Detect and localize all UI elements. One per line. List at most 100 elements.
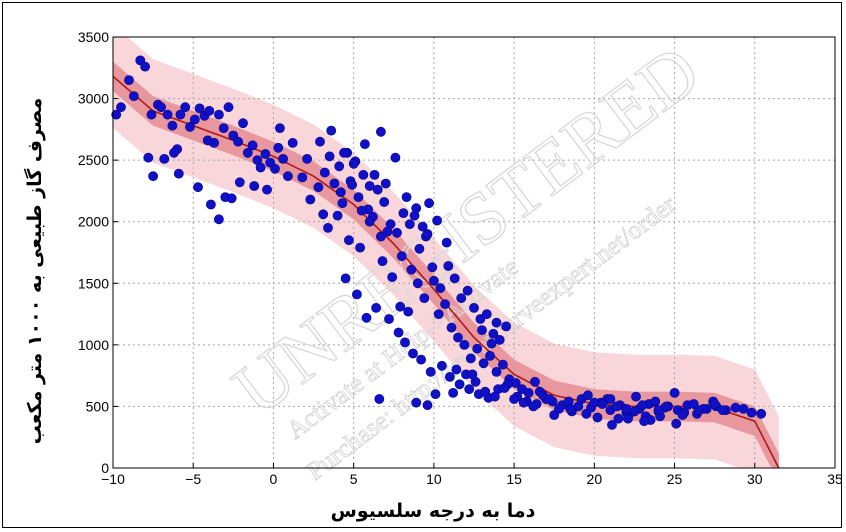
data-point [356,205,367,216]
data-point [234,177,245,188]
data-point [262,184,272,195]
data-point [380,178,391,189]
data-point [491,366,502,377]
data-point [589,397,600,408]
data-point [597,399,608,409]
data-point [343,235,354,246]
data-point [607,419,617,430]
data-point [677,410,688,420]
data-point [448,387,458,398]
data-point [162,109,173,120]
data-point [494,334,505,345]
data-point [364,216,375,227]
data-point [477,325,487,335]
data-point [408,348,418,359]
data-point [326,125,337,136]
data-point [324,151,335,162]
data-point [746,407,757,418]
data-point [400,337,410,348]
data-point [238,118,248,129]
data-point [282,171,293,182]
data-point [709,399,720,409]
data-point [409,210,420,221]
data-point [462,285,473,296]
data-point [156,102,166,113]
data-point [374,394,385,404]
data-point [669,387,680,398]
data-point [393,327,404,338]
data-point [395,301,406,312]
data-point [111,109,122,120]
data-point [143,152,154,163]
data-point [204,106,215,116]
data-point [440,299,450,310]
data-point [592,412,603,423]
data-point [116,102,126,113]
data-point [444,371,455,382]
data-point [534,386,545,397]
data-point [249,181,260,191]
data-point [358,169,369,180]
data-point [465,353,476,364]
data-point [454,379,465,390]
data-point [428,275,439,286]
data-point [359,139,370,149]
data-point [605,394,616,404]
x-tick-label: −10 [101,471,125,487]
x-tick-label: 15 [506,471,522,487]
data-point [213,109,224,120]
data-point [523,387,534,398]
data-point [637,400,648,411]
data-point [355,242,365,253]
data-point [375,231,386,242]
data-point [425,366,436,377]
x-tick-label: 10 [426,471,442,487]
data-point [387,272,398,282]
x-axis-title: دما به درجه سلسیوس [331,500,536,522]
data-point [180,102,191,113]
y-axis-ticks: 0 500 1000 1500 2000 2500 3000 3500 [78,29,118,476]
data-point [435,283,446,294]
data-point [406,264,417,275]
data-point [693,405,704,415]
data-point [353,192,364,202]
data-point [530,376,540,387]
data-point [361,312,372,323]
data-point [404,219,415,230]
data-point [339,147,349,158]
data-point [260,149,271,159]
data-point [173,168,184,179]
data-point [424,198,434,209]
confidence-band [113,61,779,468]
data-point [382,226,393,237]
data-point [274,123,285,133]
data-point [472,343,483,354]
data-point [193,182,203,193]
data-point [124,75,134,85]
data-point [451,364,462,375]
data-point [270,163,280,174]
data-point [565,403,576,414]
y-tick-label: 3500 [78,29,109,45]
data-point [128,91,139,101]
data-point [159,153,170,164]
data-point [313,182,324,193]
data-point [756,408,767,419]
data-point [486,338,497,349]
data-point [417,221,428,232]
data-point [372,184,383,195]
data-point [416,354,426,365]
fit-line [112,75,780,469]
data-point [305,194,316,205]
data-point [273,142,284,153]
x-tick-label: −5 [185,471,201,487]
data-point [419,293,430,303]
data-point [518,397,529,408]
x-tick-label: 5 [350,471,358,487]
data-point [375,126,386,137]
data-point [337,198,348,209]
data-point [480,386,491,397]
data-point [581,408,592,419]
data-point [205,199,216,210]
